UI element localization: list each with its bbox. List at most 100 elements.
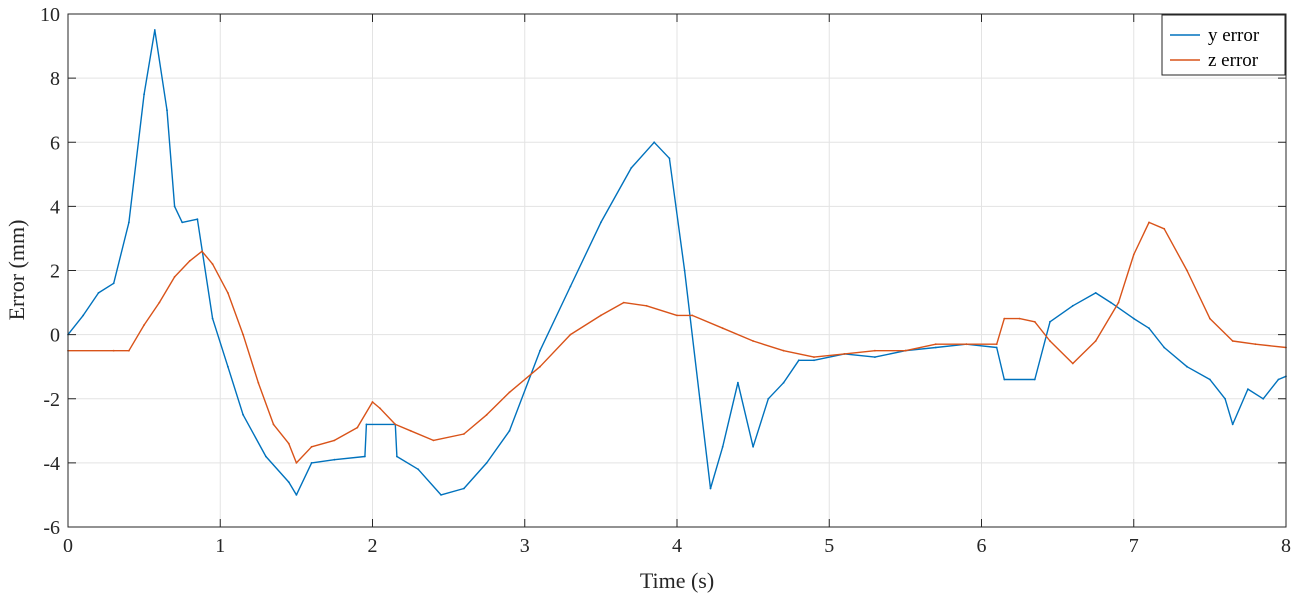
series-points-1 <box>67 29 1287 496</box>
data-point <box>934 343 937 346</box>
axis-ticks <box>67 13 1287 528</box>
data-point <box>1033 378 1036 381</box>
data-point <box>153 29 156 31</box>
data-point <box>1148 221 1150 224</box>
data-point <box>782 349 785 352</box>
legend-label-2: z error <box>1208 50 1259 71</box>
data-point <box>364 455 366 458</box>
data-point <box>201 250 203 253</box>
data-point <box>287 442 290 445</box>
x-tick-label: 4 <box>672 535 682 557</box>
data-point <box>97 292 100 294</box>
data-point <box>257 381 260 384</box>
legend: y error z error <box>1161 14 1286 76</box>
data-point <box>1094 292 1097 294</box>
data-point <box>112 349 115 352</box>
data-point <box>1209 317 1211 320</box>
data-point <box>242 333 245 336</box>
data-point <box>691 314 694 317</box>
data-point <box>1132 253 1135 256</box>
y-tick-label: 10 <box>40 4 60 26</box>
data-point <box>112 282 115 285</box>
data-point <box>600 221 602 224</box>
y-tick-label: 8 <box>50 68 60 90</box>
data-point <box>1003 317 1006 320</box>
data-point <box>813 356 815 358</box>
data-point <box>432 439 435 442</box>
y-tick-label: -6 <box>43 517 60 539</box>
data-point <box>1224 397 1226 400</box>
data-point <box>622 301 625 304</box>
data-point <box>752 340 754 342</box>
data-point <box>965 343 968 346</box>
data-point <box>227 365 229 368</box>
data-point <box>1033 320 1036 323</box>
data-point <box>569 333 572 336</box>
data-point <box>1186 365 1188 368</box>
y-tick-label: 6 <box>50 132 60 154</box>
x-tick-label: 2 <box>368 535 378 557</box>
data-point <box>82 314 85 317</box>
data-point <box>668 157 671 160</box>
data-point <box>508 391 511 394</box>
data-point <box>904 349 907 352</box>
data-point <box>1247 388 1249 390</box>
x-tick-label: 8 <box>1281 535 1291 557</box>
y-tick-labels: -6 -4 -2 0 2 4 6 8 10 <box>40 4 60 539</box>
data-point <box>265 455 267 458</box>
data-point <box>782 381 785 384</box>
data-point <box>188 260 191 262</box>
data-point <box>683 269 686 272</box>
data-point <box>143 93 146 96</box>
data-point <box>158 301 161 304</box>
data-point <box>934 346 937 349</box>
data-point <box>709 487 712 490</box>
data-point <box>1163 346 1166 349</box>
data-point <box>1231 340 1234 342</box>
legend-label-1: y error <box>1208 25 1260 46</box>
y-tick-label: -4 <box>43 453 60 475</box>
data-point <box>333 439 336 442</box>
data-point <box>1132 317 1135 320</box>
data-point <box>365 423 368 426</box>
data-point <box>1117 301 1120 304</box>
data-point <box>721 327 724 330</box>
data-point <box>843 353 846 355</box>
data-point <box>143 324 146 326</box>
data-point <box>463 433 465 435</box>
y-tick-label: 2 <box>50 261 60 283</box>
data-point <box>463 487 465 490</box>
data-point <box>127 349 130 352</box>
data-point <box>1231 423 1234 426</box>
data-point <box>485 462 488 464</box>
data-point <box>417 468 420 471</box>
data-point <box>721 445 724 448</box>
data-point <box>1148 327 1150 330</box>
x-tick-label: 3 <box>520 535 530 557</box>
data-point <box>813 359 815 362</box>
data-point <box>333 458 336 461</box>
data-point <box>1003 378 1006 381</box>
data-point <box>295 494 298 496</box>
data-point <box>310 462 313 464</box>
data-point <box>295 462 298 464</box>
data-point <box>1071 362 1074 365</box>
data-point <box>1186 269 1188 272</box>
data-point <box>752 445 754 448</box>
x-tick-label: 7 <box>1129 535 1139 557</box>
data-point <box>874 356 876 358</box>
x-axis-label: Time (s) <box>640 568 714 593</box>
y-tick-label: -2 <box>43 389 60 411</box>
y-tick-label: 4 <box>50 196 60 218</box>
data-point <box>173 276 176 278</box>
data-point <box>379 407 381 410</box>
x-tick-label: 0 <box>63 535 73 557</box>
data-point <box>539 349 541 352</box>
data-point <box>600 314 602 317</box>
series-layer <box>67 29 1287 496</box>
data-point <box>211 317 214 320</box>
data-point <box>409 429 412 432</box>
data-point <box>676 314 678 317</box>
data-point <box>1049 320 1051 323</box>
data-point <box>874 349 876 352</box>
